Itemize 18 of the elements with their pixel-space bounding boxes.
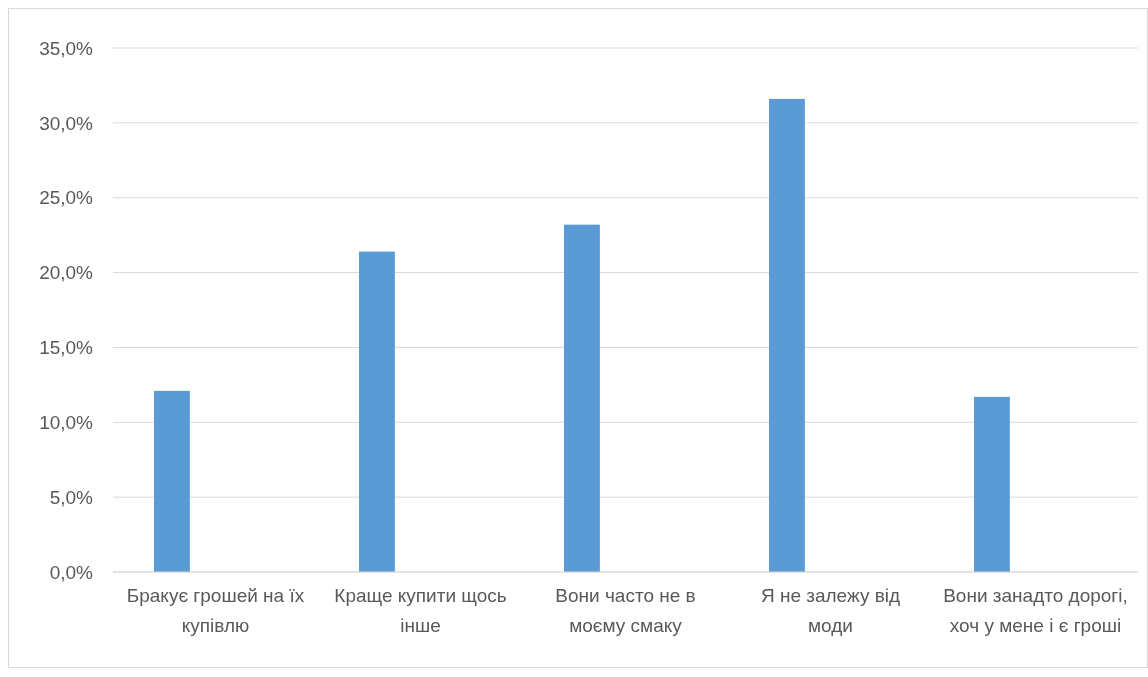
- y-tick-label: 15,0%: [39, 337, 94, 359]
- y-tick-label: 30,0%: [39, 112, 94, 134]
- bar: [769, 98, 805, 572]
- x-tick-label: Краще купити щось інше: [334, 585, 507, 636]
- y-tick-label: 35,0%: [39, 37, 94, 59]
- x-tick-label: Вони часто не в моєму смаку: [555, 585, 696, 636]
- y-tick-label: 20,0%: [39, 262, 94, 284]
- bar: [564, 224, 600, 572]
- y-tick-label: 25,0%: [39, 187, 94, 209]
- x-tick-label: Бракує грошей на їх купівлю: [126, 585, 305, 636]
- bar: [974, 396, 1010, 572]
- y-tick-label: 10,0%: [39, 411, 94, 433]
- x-tick-label: Вони занадто дорогі, хоч у мене і є гроші: [943, 585, 1128, 636]
- y-tick-label: 0,0%: [49, 561, 94, 583]
- x-tick-label: Я не залежу від моди: [760, 585, 901, 636]
- y-tick-label: 5,0%: [49, 486, 94, 508]
- bar: [154, 390, 190, 572]
- bar: [359, 251, 395, 572]
